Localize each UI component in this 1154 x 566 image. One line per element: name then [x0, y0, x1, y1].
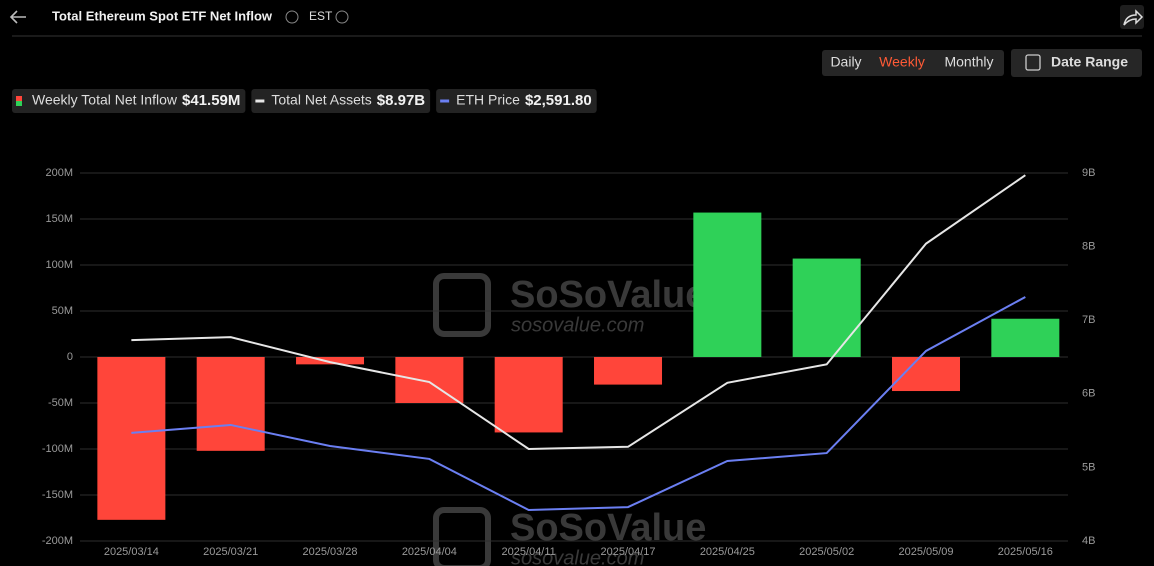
legend-value: $41.59M	[182, 92, 240, 109]
top-bar: Total Ethereum Spot ETF Net Inflow EST	[9, 5, 1144, 37]
bar	[991, 318, 1060, 357]
line	[131, 174, 1026, 451]
legend-value: $8.97B	[377, 92, 426, 109]
y-tick-label: 0	[67, 351, 73, 363]
y-tick-label: 50M	[52, 305, 73, 317]
y-tick-label: 100M	[45, 259, 73, 271]
x-tick-label: 2025/05/09	[898, 546, 953, 558]
title: Total Ethereum Spot ETF Net Inflow	[52, 8, 273, 23]
x-tick-label: 2025/03/14	[104, 546, 159, 558]
period-button[interactable]: Daily	[830, 54, 861, 70]
bar	[693, 212, 762, 357]
date-range-label: Date Range	[1051, 54, 1128, 70]
y2-tick-label: 4B	[1082, 535, 1095, 547]
legend-box	[436, 89, 597, 113]
x-tick-label: 2025/05/02	[799, 546, 854, 558]
legend-name: Weekly Total Net Inflow	[32, 92, 178, 108]
legend-swatch	[16, 96, 22, 101]
back-button[interactable]	[9, 10, 26, 24]
bar	[97, 357, 166, 520]
watermark-url: sosovalue.com	[511, 547, 644, 566]
x-tick-label: 2025/03/21	[203, 546, 258, 558]
share-button[interactable]	[1120, 5, 1144, 29]
legend-item: Weekly Total Net Inflow $41.59M	[12, 89, 246, 113]
bar	[792, 258, 861, 357]
x-tick-label: 2025/05/16	[998, 546, 1053, 558]
info-icon[interactable]	[335, 10, 349, 24]
bar	[494, 357, 563, 433]
legend-name: Total Net Assets	[271, 92, 371, 108]
watermark-text: SoSoValue	[510, 507, 706, 549]
info-icon[interactable]	[285, 10, 299, 24]
y2-tick-label: 5B	[1082, 461, 1095, 473]
y2-tick-label: 6B	[1082, 388, 1095, 400]
timezone: EST	[309, 9, 333, 23]
legend-swatch	[16, 101, 22, 106]
legend-name: ETH Price	[456, 92, 520, 108]
y-tick-label: -150M	[42, 489, 73, 501]
x-tick-label: 2025/04/17	[600, 546, 655, 558]
bar	[395, 357, 464, 403]
period-button[interactable]: Weekly	[879, 54, 925, 70]
y-tick-label: 150M	[45, 213, 73, 225]
x-tick-label: 2025/04/25	[700, 546, 755, 558]
legend-item: ETH Price $2,591.80	[436, 89, 597, 113]
period-button[interactable]: Monthly	[944, 54, 993, 70]
y-tick-label: -200M	[42, 535, 73, 547]
legend-box	[12, 89, 246, 113]
y-tick-label: -100M	[42, 443, 73, 455]
watermark-url: sosovalue.com	[511, 314, 644, 336]
legend-value: $2,591.80	[525, 92, 592, 109]
period-switch	[822, 50, 1004, 76]
bar	[196, 357, 265, 451]
y-tick-label: -50M	[48, 397, 73, 409]
x-tick-label: 2025/04/11	[502, 546, 556, 558]
y2-tick-label: 7B	[1082, 314, 1095, 326]
legend-box	[251, 89, 431, 113]
x-tick-label: 2025/04/04	[402, 546, 457, 558]
legend: Weekly Total Net Inflow $41.59M Total Net …	[12, 89, 597, 113]
bar	[594, 357, 663, 385]
line	[131, 296, 1026, 512]
y2-tick-label: 9B	[1082, 167, 1095, 179]
y2-tick-label: 8B	[1082, 241, 1095, 253]
watermark: SoSoValue sosovalue.com SoSoValue sosova…	[433, 273, 706, 566]
y-tick-label: 200M	[45, 167, 73, 179]
x-tick-label: 2025/03/28	[302, 546, 357, 558]
bar	[296, 357, 365, 365]
date-range-button[interactable]: Date Range	[1011, 49, 1142, 77]
legend-item: Total Net Assets $8.97B	[251, 89, 431, 113]
watermark-text: SoSoValue	[510, 274, 706, 316]
